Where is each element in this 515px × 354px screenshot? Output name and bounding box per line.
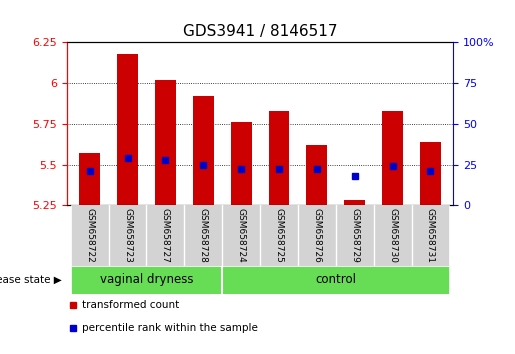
Bar [420,142,441,205]
Bar [298,205,336,266]
Bar [146,205,184,266]
Bar [411,205,450,266]
Bar [71,266,222,294]
Bar [382,111,403,205]
Bar [306,145,328,205]
Text: GSM658729: GSM658729 [350,208,359,263]
Bar [260,205,298,266]
Bar [71,205,109,266]
Text: GSM658725: GSM658725 [274,208,284,263]
Text: GSM658730: GSM658730 [388,208,397,263]
Bar [117,54,138,205]
Bar [345,200,365,205]
Text: control: control [315,273,356,286]
Bar [79,153,100,205]
Bar [184,205,222,266]
Bar [193,96,214,205]
Text: GSM658731: GSM658731 [426,208,435,263]
Bar [374,205,411,266]
Text: disease state ▶: disease state ▶ [0,275,62,285]
Bar [109,205,146,266]
Text: GSM658724: GSM658724 [236,208,246,263]
Bar [155,80,176,205]
Text: vaginal dryness: vaginal dryness [100,273,193,286]
Bar [222,205,260,266]
Bar [269,111,289,205]
Bar [222,266,450,294]
Bar [336,205,374,266]
Text: GSM658722: GSM658722 [85,208,94,263]
Text: GSM658728: GSM658728 [199,208,208,263]
Bar [231,122,251,205]
Title: GDS3941 / 8146517: GDS3941 / 8146517 [183,23,337,39]
Text: transformed count: transformed count [82,300,180,310]
Text: percentile rank within the sample: percentile rank within the sample [82,323,259,333]
Text: GSM658727: GSM658727 [161,208,170,263]
Text: GSM658726: GSM658726 [313,208,321,263]
Text: GSM658723: GSM658723 [123,208,132,263]
